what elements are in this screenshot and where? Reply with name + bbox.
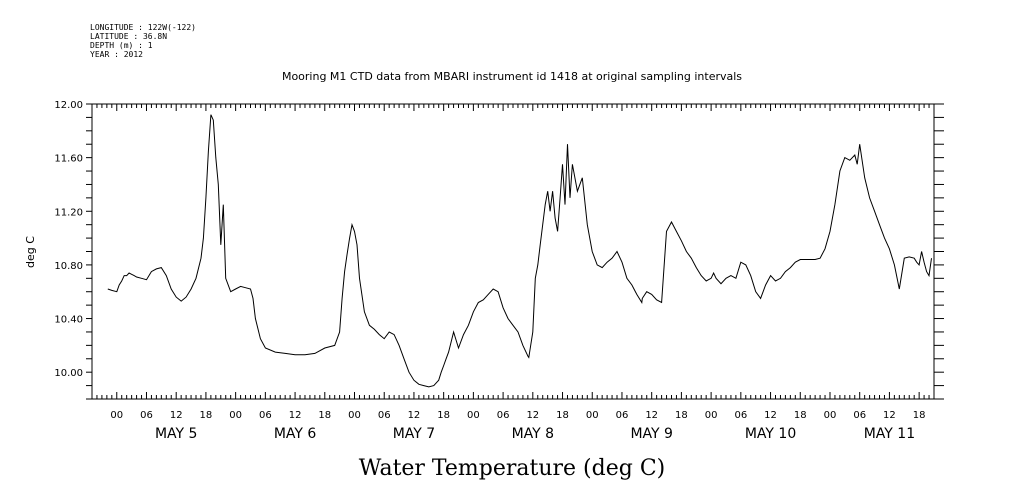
chart-title: Mooring M1 CTD data from MBARI instrumen…: [282, 70, 742, 83]
day-label: MAY 11: [864, 426, 915, 442]
day-label: MAY 6: [274, 426, 317, 442]
x-tick-label: 00: [705, 410, 718, 421]
longitude-label: LONGITUDE : 122W(-122): [90, 23, 196, 32]
x-tick-label: 18: [200, 410, 213, 421]
x-tick-label: 12: [170, 410, 183, 421]
plot-frame: [91, 103, 935, 400]
x-tick-label: 12: [883, 410, 896, 421]
day-label: MAY 10: [745, 426, 796, 442]
x-tick-label: 18: [437, 410, 450, 421]
x-tick-label: 00: [586, 410, 599, 421]
x-tick-label: 12: [526, 410, 539, 421]
x-ticks: [91, 104, 935, 399]
x-tick-label: 12: [289, 410, 302, 421]
latitude-label: LATITUDE : 36.8N: [90, 32, 167, 41]
y-tick-label: 10.00: [54, 368, 83, 379]
x-tick-label: 18: [913, 410, 926, 421]
x-tick-label: 00: [824, 410, 837, 421]
y-tick-label: 10.40: [54, 315, 83, 326]
x-tick-label: 06: [853, 410, 866, 421]
year-label: YEAR : 2012: [90, 50, 143, 59]
day-labels: MAY 5 MAY 6 MAY 7 MAY 8 MAY 9 MAY 10 MAY 11: [155, 426, 915, 442]
water-temperature-line: [107, 114, 932, 388]
day-label: MAY 8: [512, 426, 554, 442]
day-label: MAY 9: [630, 426, 672, 442]
y-tick-label: 10.80: [54, 261, 83, 272]
x-tick-label: 18: [318, 410, 331, 421]
y-axis-label: deg C: [24, 236, 37, 268]
x-tick-label: 18: [794, 410, 807, 421]
x-tick-label: 12: [408, 410, 421, 421]
x-tick-label: 06: [616, 410, 629, 421]
x-axis-label: Water Temperature (deg C): [359, 456, 666, 481]
day-label: MAY 7: [393, 426, 435, 442]
x-tick-labels: 00 06 12 18 00 06 12 18 00 06 12 18 00 06 12 18 00 06 12 18…: [110, 410, 925, 421]
x-tick-label: 12: [764, 410, 777, 421]
x-tick-label: 06: [497, 410, 510, 421]
y-tick-label: 11.60: [54, 154, 83, 165]
x-tick-label: 18: [556, 410, 569, 421]
y-tick-label: 11.20: [54, 207, 83, 218]
y-tick-labels: 10.00 10.40 10.80 11.20 11.60 12.00: [54, 100, 83, 379]
x-tick-label: 12: [645, 410, 658, 421]
day-label: MAY 5: [155, 426, 197, 442]
x-tick-label: 06: [259, 410, 272, 421]
x-tick-label: 00: [467, 410, 480, 421]
x-tick-label: 00: [348, 410, 361, 421]
depth-label: DEPTH (m) : 1: [90, 41, 153, 50]
x-tick-label: 00: [229, 410, 242, 421]
x-tick-label: 06: [378, 410, 391, 421]
x-tick-label: 00: [110, 410, 123, 421]
x-tick-label: 06: [734, 410, 747, 421]
x-tick-label: 18: [675, 410, 688, 421]
y-tick-label: 12.00: [54, 100, 83, 111]
x-tick-label: 06: [140, 410, 153, 421]
y-ticks: [86, 103, 944, 400]
